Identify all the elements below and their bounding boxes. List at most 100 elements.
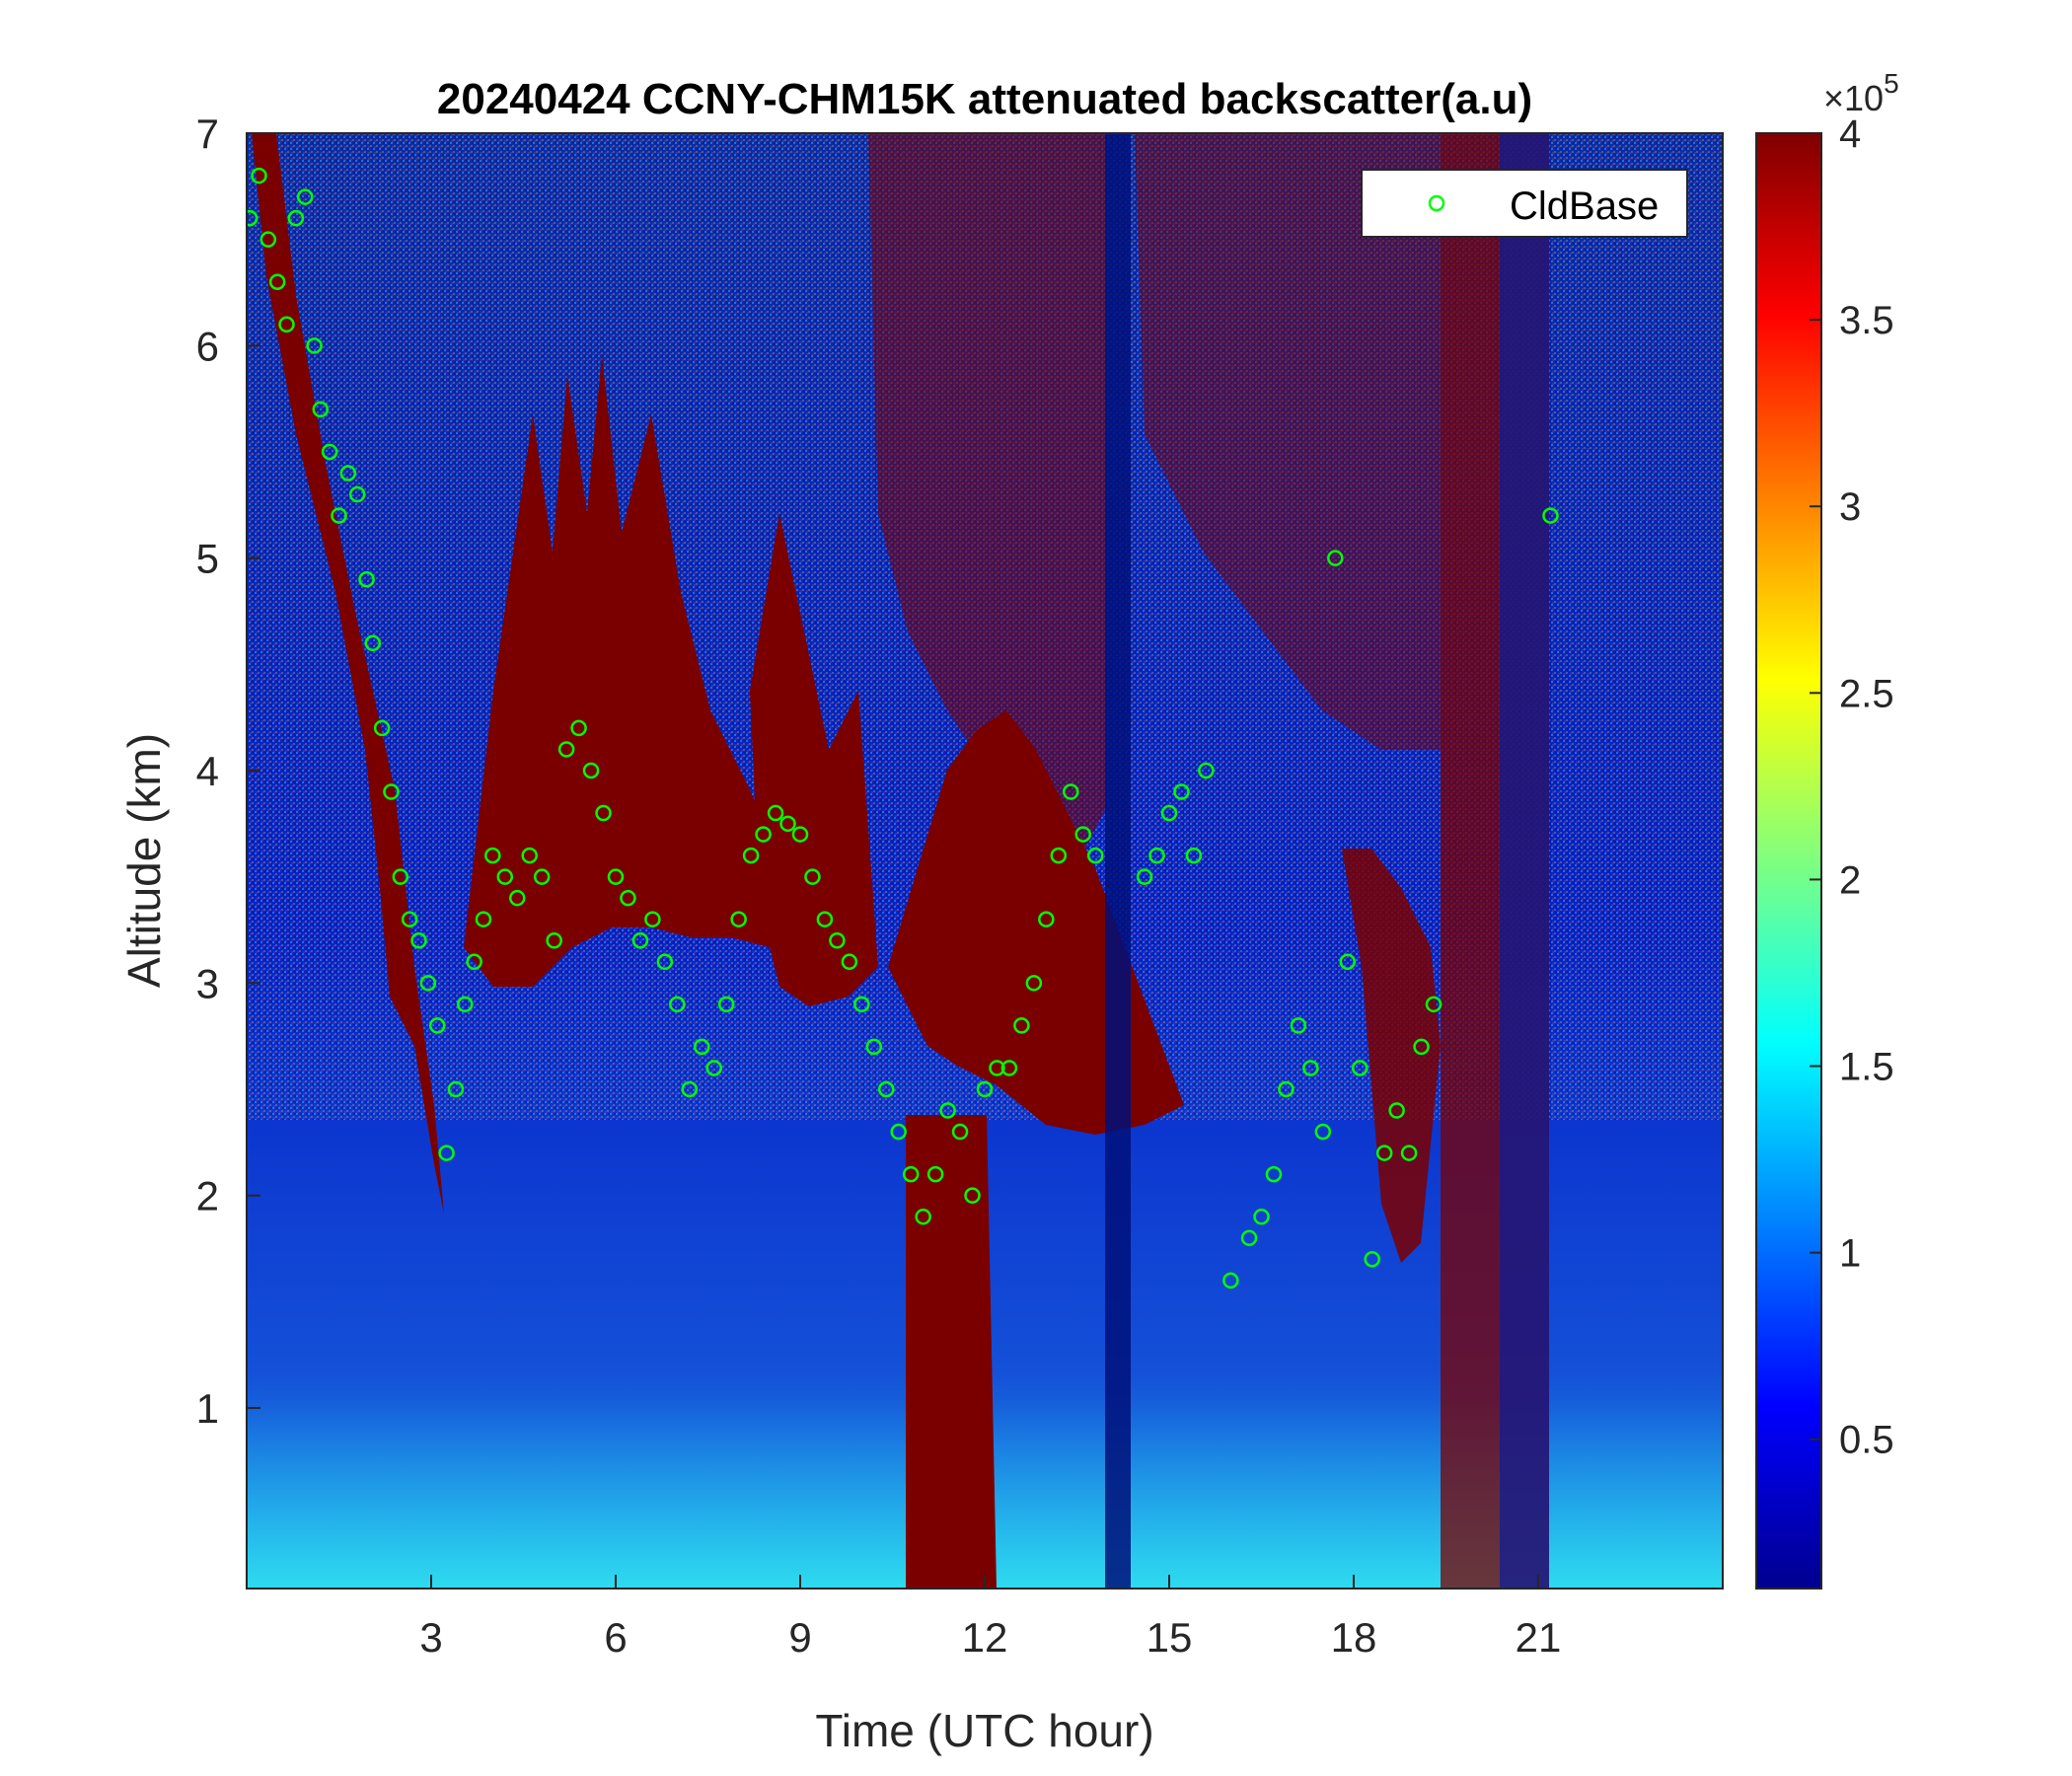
cldbase-point: [457, 996, 474, 1013]
cldbase-point: [1400, 1145, 1418, 1161]
colorbar-tick-label: 1.5: [1839, 1046, 1894, 1089]
cldbase-point: [915, 1208, 931, 1225]
cldbase-point: [1302, 1060, 1319, 1076]
cldbase-point: [312, 401, 330, 418]
cldbase-point: [466, 953, 482, 971]
cloud-region-upper-afternoon: [1135, 133, 1441, 750]
cldbase-point: [767, 804, 784, 822]
cldbase-point: [1050, 847, 1068, 864]
clear-column-2: [1500, 133, 1549, 1589]
cldbase-point: [447, 1080, 465, 1098]
cldbase-point: [964, 1187, 981, 1204]
cldbase-point: [1086, 847, 1104, 864]
cldbase-point: [496, 868, 514, 885]
cldbase-point: [1542, 507, 1559, 524]
cldbase-point: [816, 911, 834, 927]
cldbase-point: [865, 1038, 883, 1056]
cldbase-point: [570, 719, 587, 737]
cldbase-point: [694, 1038, 710, 1056]
colorbar-multiplier-exponent: 5: [1884, 68, 1899, 99]
legend-marker: [1428, 194, 1445, 212]
cldbase-point: [373, 719, 391, 737]
cldbase-point: [1000, 1060, 1018, 1076]
cldbase-point: [521, 847, 538, 864]
cldbase-point: [829, 931, 846, 949]
cloud-region-morning: [464, 355, 789, 987]
cldbase-point: [475, 911, 492, 927]
cldbase-point: [1351, 1060, 1369, 1076]
cldbase-point: [484, 847, 501, 864]
colorbar: 0.5 1 1.5 2 2.5 3 3.5 4 ×105: [1755, 68, 1899, 1590]
colorbar-ticks: 0.5 1 1.5 2 2.5 3 3.5 4: [1810, 112, 1894, 1462]
cldbase-point: [1375, 1145, 1393, 1161]
x-tick-label: 6: [604, 1614, 627, 1661]
colorbar-tick-label: 2: [1839, 858, 1861, 902]
cldbase-point: [705, 1060, 722, 1076]
cldbase-point: [730, 911, 747, 927]
cloud-region-afternoon: [1342, 849, 1441, 1263]
colorbar-tick-label: 2.5: [1839, 672, 1894, 715]
legend-entry: CldBase: [1510, 185, 1659, 228]
cldbase-point: [804, 868, 821, 885]
cldbase-point: [1240, 1229, 1258, 1246]
cldbase-point: [644, 911, 661, 927]
cldbase-point: [428, 1017, 446, 1034]
cldbase-point: [321, 443, 338, 461]
cldbase-point: [669, 996, 686, 1013]
cldbase-point: [509, 889, 526, 907]
y-axis-label: Altitude (km): [118, 733, 170, 988]
cldbase-point: [331, 507, 347, 524]
cldbase-point: [533, 868, 551, 885]
y-tick-label: 5: [196, 536, 219, 582]
cldbase-point: [1038, 911, 1055, 927]
cldbase-point: [287, 209, 305, 227]
x-tick-label: 12: [962, 1614, 1008, 1661]
cldbase-point: [268, 273, 286, 290]
cldbase-point: [841, 953, 858, 971]
cldbase-point: [546, 931, 562, 949]
y-tick-label: 4: [196, 748, 219, 794]
cldbase-point: [1013, 1017, 1030, 1034]
colorbar-ramp: [1755, 132, 1822, 1590]
cldbase-point: [1253, 1208, 1270, 1225]
cldbase-point: [742, 847, 760, 864]
cldbase-point: [1148, 847, 1165, 864]
y-tick-label: 2: [196, 1173, 219, 1220]
cldbase-point: [607, 868, 625, 885]
cldbase-point: [1198, 762, 1215, 779]
cldbase-point: [1290, 1017, 1307, 1034]
cldbase-point: [878, 1080, 895, 1098]
cldbase-point: [1222, 1272, 1239, 1290]
cldbase-point: [438, 1145, 455, 1161]
colorbar-multiplier-base: ×10: [1823, 78, 1884, 118]
cldbase-point: [853, 996, 870, 1013]
cloud-region-early: [252, 133, 444, 1214]
cldbase-point: [383, 783, 400, 800]
cldbase-point: [1364, 1250, 1380, 1268]
cldbase-point: [890, 1123, 907, 1141]
x-axis-ticks: 3 6 9 12 15 18 21: [419, 1575, 1561, 1661]
y-axis-ticks: 1 2 3 4 5 6 7: [196, 111, 260, 1432]
cldbase-point: [1265, 1165, 1283, 1183]
cldbase-point: [1388, 1102, 1405, 1119]
colorbar-tick-label: 1: [1839, 1232, 1861, 1276]
cldbase-point: [557, 741, 575, 758]
cldbase-point: [989, 1060, 1005, 1076]
colorbar-tick-label: 3: [1839, 485, 1861, 529]
cldbase-point: [1025, 975, 1043, 992]
x-tick-label: 3: [419, 1614, 442, 1661]
cldbase-point: [1314, 1123, 1332, 1141]
cldbase-point: [364, 634, 382, 652]
colorbar-tick-label: 4: [1839, 112, 1861, 156]
legend-box: [1361, 169, 1688, 238]
cldbase-point: [419, 975, 437, 992]
cloud-region-late-morning: [750, 513, 878, 1006]
cldbase-point: [656, 953, 674, 971]
cldbase-point: [1278, 1080, 1295, 1098]
cldbase-point: [251, 167, 267, 185]
cldbase-point: [939, 1102, 956, 1119]
cldbase-point: [1173, 783, 1190, 800]
y-tick-label: 7: [196, 111, 219, 157]
x-tick-label: 21: [1516, 1614, 1562, 1661]
cldbase-point: [902, 1165, 920, 1183]
